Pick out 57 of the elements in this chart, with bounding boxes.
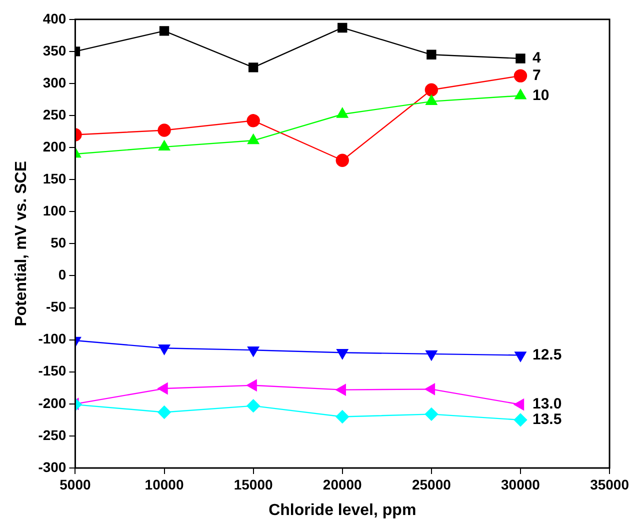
point [246,399,260,412]
y-tick-label: 350 [42,42,66,58]
y-tick-label: -150 [38,362,66,379]
y-tick-label: 300 [42,74,66,90]
y-tick-label: 100 [42,202,66,219]
point [424,408,438,421]
point [158,140,170,151]
y-tick-label: 50 [50,234,66,251]
point [514,413,528,427]
point [158,124,171,137]
series-label: 13.0 [532,396,562,413]
x-tick-label: 30000 [501,476,540,492]
y-axis-title: Potential, mV vs. SCE [13,160,30,326]
y-tick-label: 400 [42,10,66,26]
x-axis-title: Chloride level, ppm [268,502,416,519]
point [158,344,170,355]
point [514,69,528,82]
series-label: 10 [532,86,550,104]
y-tick-label: -50 [46,298,66,315]
y-tick-label: 0 [58,266,66,283]
point [426,50,436,60]
y-tick-label: -200 [38,394,66,411]
y-tick-label: -250 [38,426,66,443]
point [336,410,349,424]
point [248,62,258,72]
y-tick-label: 150 [42,170,66,186]
point [424,83,438,96]
y-tick-label: -100 [38,330,66,347]
series-label: 7 [532,66,541,84]
x-tick-label: 20000 [322,476,362,492]
point [336,108,348,118]
point [246,114,260,128]
y-tick-label: 250 [42,106,66,122]
point [514,352,526,362]
series-label: 12.5 [532,346,562,364]
point [336,349,348,360]
x-tick-label: 5000 [60,476,91,492]
y-tick-label: -300 [38,458,66,475]
point [248,346,260,357]
point [338,22,348,33]
point [248,134,260,144]
x-tick-label: 10000 [144,476,184,492]
point [336,154,349,167]
point [159,26,170,36]
point [514,398,524,410]
x-tick-label: 35000 [590,476,630,492]
y-tick-label: 200 [42,138,66,154]
point [424,383,436,395]
x-tick-label: 25000 [412,476,452,492]
point [158,406,171,419]
series-label: 13.5 [532,411,562,428]
point [426,350,438,361]
x-tick-label: 15000 [234,476,273,492]
point [516,54,526,64]
point [514,89,526,100]
series-label: 4 [532,50,542,67]
point [426,94,438,106]
